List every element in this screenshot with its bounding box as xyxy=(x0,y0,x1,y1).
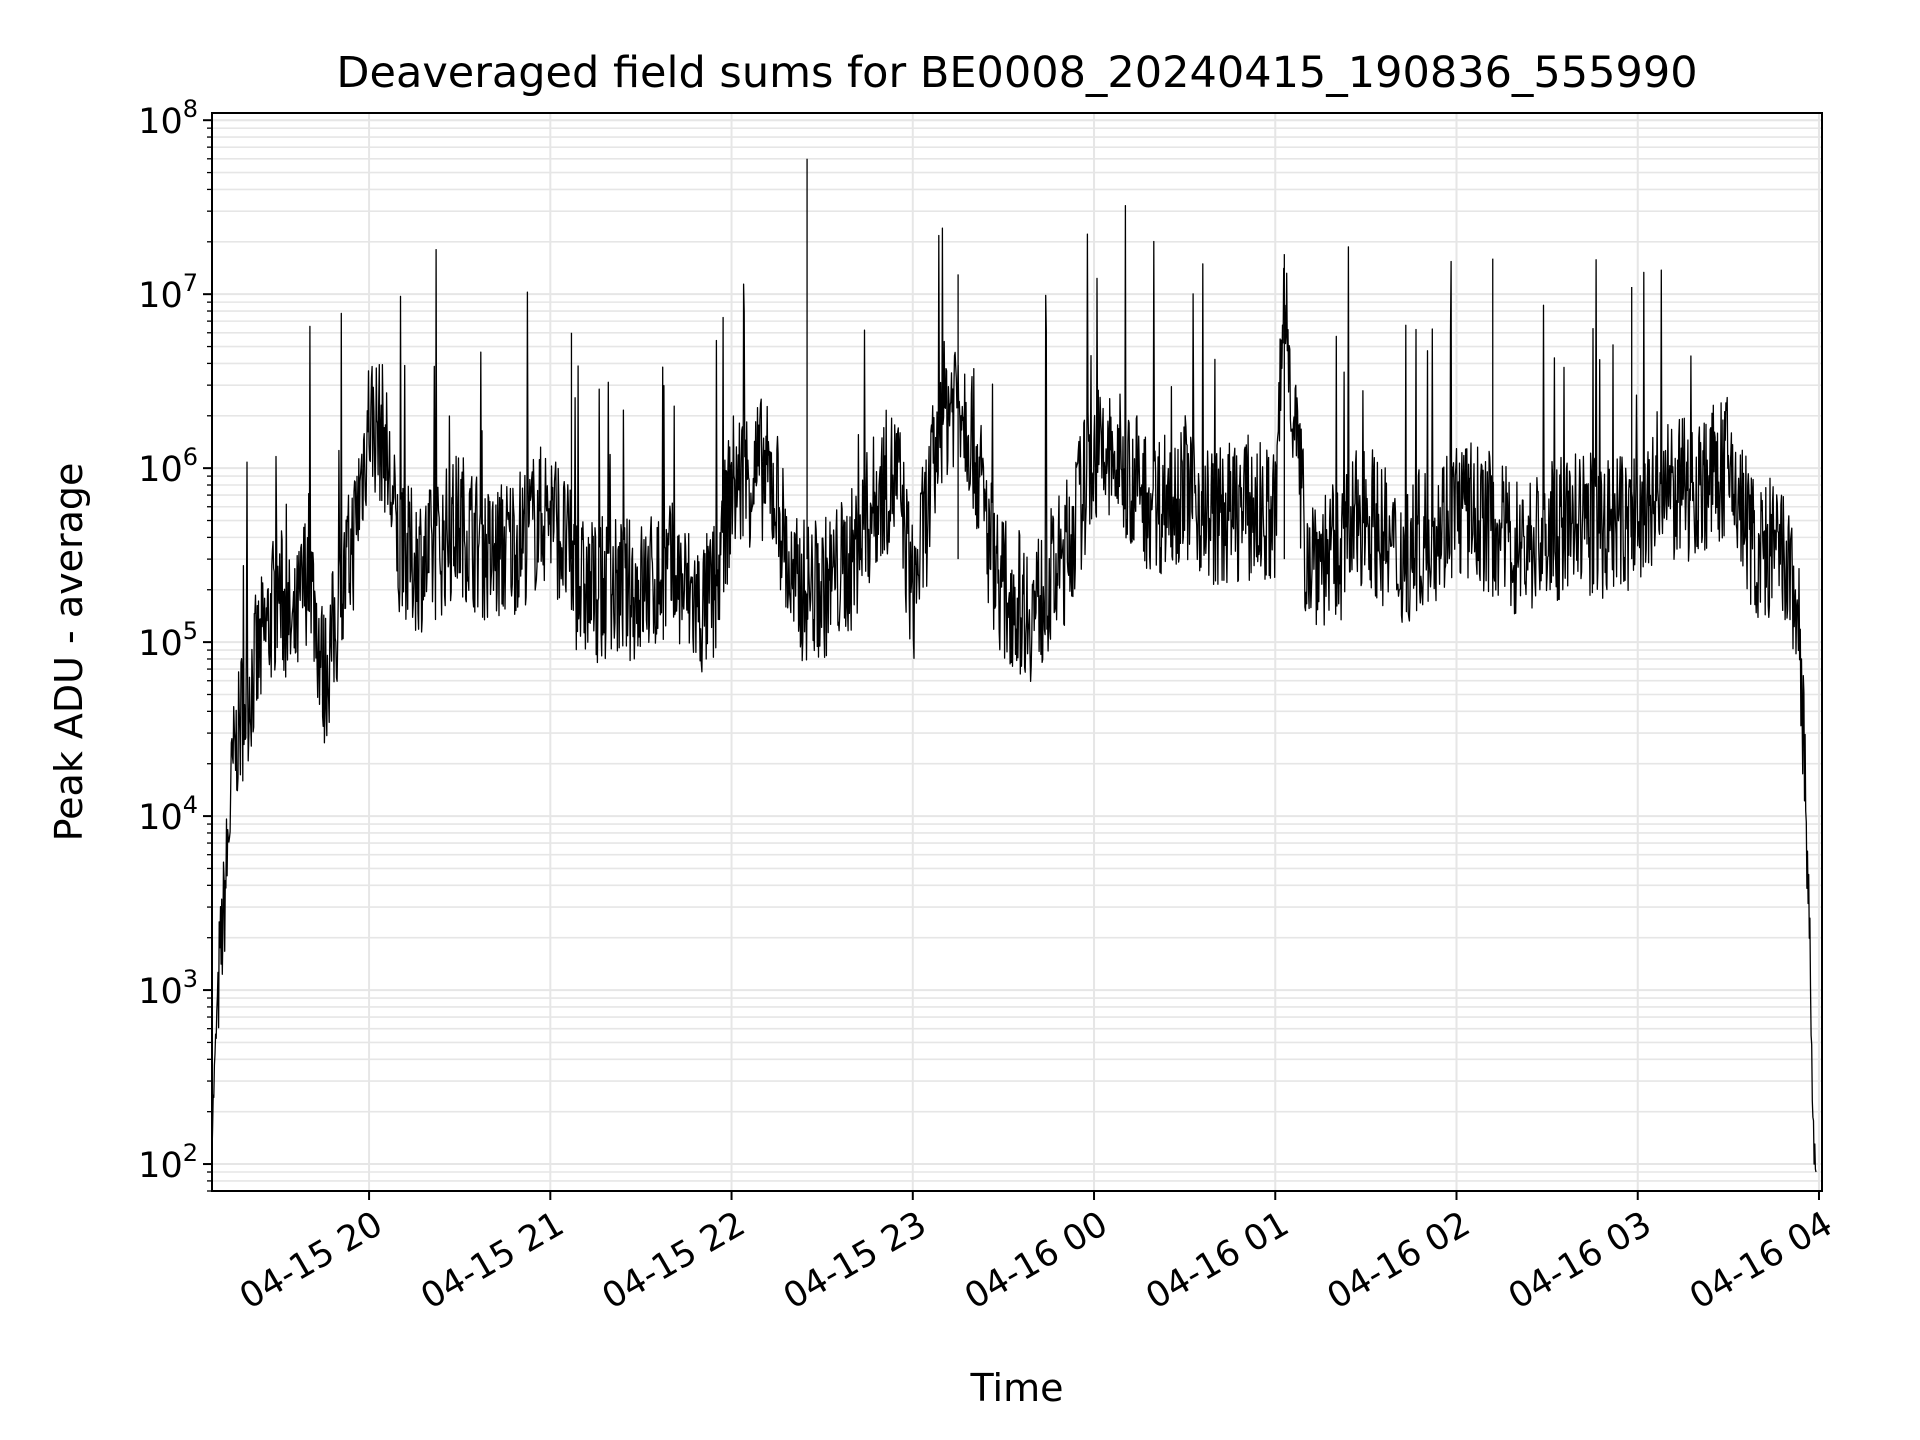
x-tick-label: 04-15 21 xyxy=(415,1204,571,1317)
series-layer xyxy=(211,158,1817,1173)
y-tick-label: 107 xyxy=(138,269,198,316)
y-tick-label: 104 xyxy=(138,791,198,838)
y-tick-label: 108 xyxy=(138,95,198,142)
plot-frame xyxy=(211,112,1823,1192)
x-tick-label: 04-16 01 xyxy=(1139,1204,1295,1317)
x-tick-label: 04-16 04 xyxy=(1683,1204,1839,1317)
x-tick-label: 04-15 20 xyxy=(233,1204,389,1317)
series-line xyxy=(211,205,1817,1173)
x-tick-label: 04-15 22 xyxy=(596,1204,752,1317)
x-tick-label: 04-16 00 xyxy=(958,1204,1114,1317)
y-axis-label: Peak ADU - average xyxy=(47,463,91,842)
x-tick-label: 04-16 03 xyxy=(1502,1204,1658,1317)
x-tick-label: 04-15 23 xyxy=(777,1204,933,1317)
y-tick-label: 106 xyxy=(138,443,198,490)
y-tick-label: 105 xyxy=(138,617,198,664)
y-tick-label: 102 xyxy=(138,1139,198,1186)
x-tick-label: 04-16 02 xyxy=(1321,1204,1477,1317)
y-tick-label: 103 xyxy=(138,965,198,1012)
chart-title: Deaveraged field sums for BE0008_2024041… xyxy=(336,48,1697,98)
x-axis-label: Time xyxy=(970,1366,1064,1410)
